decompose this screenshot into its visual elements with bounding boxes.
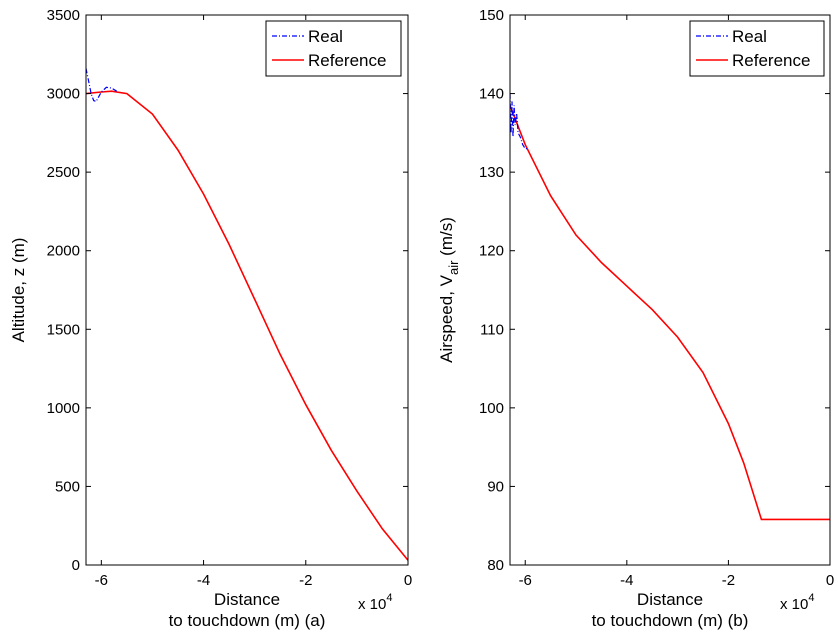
chart-panel-altitude: -6 -4 -2 0 0 500 1000 1500 2000 2500 3000 3500 Dista… [9,7,412,630]
legend-box [265,20,402,77]
series-line-reference [86,90,408,561]
x-tick-label: 0 [826,572,834,589]
y-tick-label: 500 [55,478,80,495]
y-tick-label: 110 [480,321,504,338]
x-tick-label: -6 [519,572,532,589]
legend-label-reference: Reference [732,51,810,70]
legend-label-real: Real [732,27,767,46]
x-axis-label: Distance [214,590,280,609]
y-tick-label: 3500 [47,7,80,24]
y-tick-label: 130 [479,164,504,181]
x-exponent-label: x 104 [780,592,814,613]
y-tick-label: 3000 [47,86,80,103]
y-tick-label: 1000 [47,400,80,417]
x-tick-label: -6 [95,572,108,589]
x-tick-label: -2 [299,572,312,589]
y-tick-label: 150 [479,7,504,24]
y-tick-label: 90 [487,478,504,495]
y-tick-label: 100 [479,400,504,417]
y-tick-label: 120 [479,243,504,260]
series-line-real [86,68,118,103]
legend-label-real: Real [308,27,343,46]
axes-box [509,14,831,566]
legend: Real Reference [265,20,402,77]
y-tick-label: 0 [72,557,80,574]
x-tick-label: -4 [197,572,210,589]
x-exponent-label: x 104 [358,592,392,613]
y-tick-label: 80 [487,557,504,574]
x-tick-label: -4 [620,572,633,589]
chart-panel-airspeed: -6 -4 -2 0 80 90 100 110 120 130 140 150 Distance to … [437,7,834,630]
legend: Real Reference [689,20,825,77]
y-tick-label: 1500 [47,321,80,338]
y-axis-label: Altitude, z (m) [9,238,28,343]
axes-box [85,14,409,566]
series-line-real [510,93,528,150]
x-axis-label-line2: to touchdown (m) (a) [169,611,326,630]
y-axis-label: Airspeed, Vair (m/s) [437,217,461,363]
y-tick-label: 2000 [47,243,80,260]
x-tick-label: 0 [404,572,412,589]
y-tick-label: 140 [479,86,504,103]
x-axis-label: Distance [637,590,703,609]
x-tick-label: -2 [722,572,735,589]
series-line-reference [510,105,830,521]
y-tick-label: 2500 [47,164,80,181]
legend-box [689,20,825,77]
legend-label-reference: Reference [308,51,386,70]
x-axis-label-line2: to touchdown (m) (b) [592,611,749,630]
